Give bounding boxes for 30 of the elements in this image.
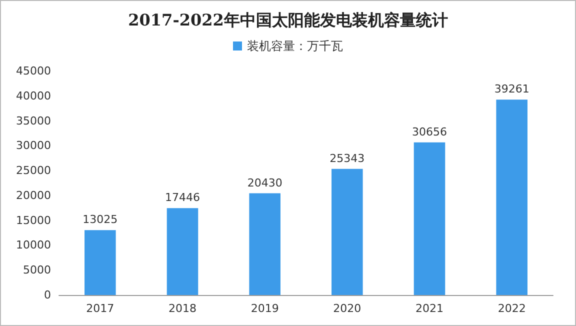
legend-label: 装机容量：万千瓦: [247, 39, 343, 53]
bar: [332, 168, 363, 295]
y-tick-label: 10000: [16, 238, 51, 252]
data-label: 17446: [165, 191, 200, 204]
y-tick-label: 30000: [16, 139, 51, 152]
bar: [249, 193, 280, 295]
y-tick-label: 40000: [16, 89, 51, 102]
y-tick-label: 15000: [16, 214, 51, 227]
x-tick-label: 2020: [333, 302, 362, 315]
y-tick-label: 20000: [16, 188, 51, 202]
bar: [166, 208, 198, 295]
data-label: 20430: [247, 176, 282, 190]
y-tick-label: 0: [44, 288, 51, 302]
bar: [496, 100, 528, 295]
y-tick-label: 45000: [16, 64, 51, 78]
data-label: 30656: [412, 125, 447, 138]
x-tick-label: 2017: [86, 302, 114, 315]
x-tick-label: 2018: [168, 302, 196, 315]
x-tick-label: 2022: [498, 302, 526, 315]
y-tick-label: 25000: [16, 164, 51, 178]
x-tick-label: 2019: [250, 302, 279, 315]
y-tick-label: 5000: [23, 264, 51, 277]
chart-title: 2017-2022年中国太阳能发电装机容量统计: [128, 10, 448, 30]
data-label: 13025: [82, 213, 118, 226]
bar: [84, 230, 116, 295]
x-tick-label: 2021: [416, 302, 444, 315]
data-label: 39261: [494, 82, 530, 96]
bar: [414, 142, 446, 295]
data-label: 25343: [330, 152, 365, 165]
y-tick-label: 35000: [16, 114, 51, 128]
